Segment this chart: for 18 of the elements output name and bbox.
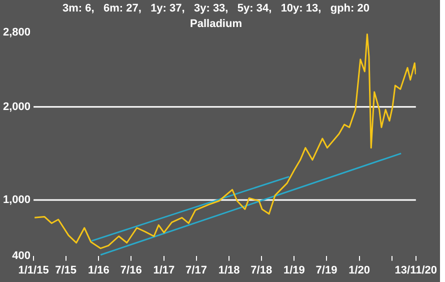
x-tick-label: 7/19 bbox=[316, 264, 338, 276]
x-tick-label: 1/16 bbox=[88, 264, 110, 276]
y-tick-label: 400 bbox=[12, 250, 31, 262]
chart-title: 3m: 6, 6m: 27, 1y: 37, 3y: 33, 5y: 34, 10y: 13, gph: 20 bbox=[62, 2, 370, 15]
x-tick-label: 7/15 bbox=[55, 264, 77, 276]
x-tick-label: 13/11/20 bbox=[394, 264, 438, 276]
x-tick-label: 7/16 bbox=[120, 264, 142, 276]
x-tick-label: 7/17 bbox=[186, 264, 207, 276]
chart-subtitle: Palladium bbox=[190, 18, 242, 30]
y-tick-label: 2,000 bbox=[2, 100, 31, 113]
x-tick-label: 1/18 bbox=[218, 264, 240, 276]
y-tick-label: 2,800 bbox=[2, 26, 31, 38]
x-tick-label: 1/20 bbox=[348, 264, 370, 276]
x-tick-label: 1/19 bbox=[283, 264, 305, 276]
y-tick-label: 1,000 bbox=[2, 194, 31, 206]
x-tick-label: 1/17 bbox=[153, 264, 175, 276]
x-tick-label: 7/18 bbox=[250, 264, 272, 276]
x-tick-label: 1/1/15 bbox=[18, 264, 49, 276]
